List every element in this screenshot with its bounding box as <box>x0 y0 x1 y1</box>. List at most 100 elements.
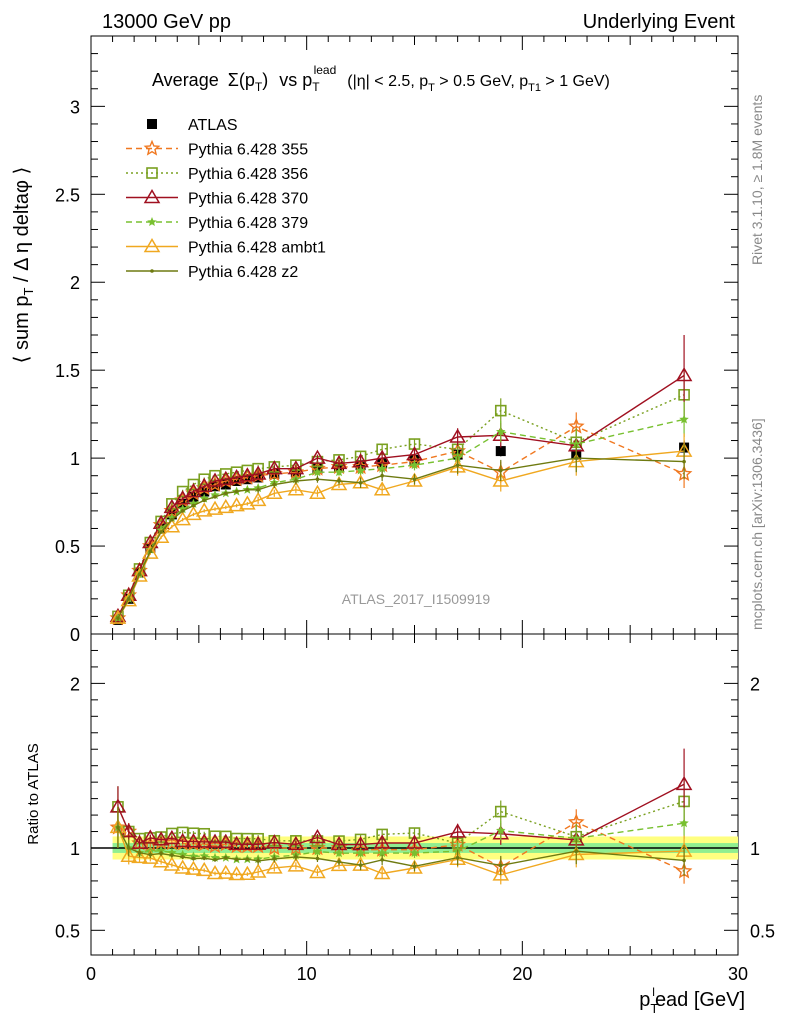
ratio-point-p379 <box>571 833 581 843</box>
point-z2 <box>202 498 207 503</box>
ratio-point-z2 <box>256 859 260 863</box>
ratio-point-p370 <box>195 833 213 848</box>
point-p370 <box>309 449 326 464</box>
legend-label-p379: Pythia 6.428 379 <box>188 215 308 232</box>
ratio-point-p370 <box>249 835 267 851</box>
legend-entry-atlas: ATLAS <box>147 117 238 134</box>
point-atlas <box>495 446 506 457</box>
ratio-point-p370 <box>239 835 256 851</box>
point-z2 <box>498 468 503 473</box>
ratio-point-z2 <box>180 855 185 859</box>
point-z2 <box>682 459 686 464</box>
point-z2 <box>137 572 142 576</box>
point-p370 <box>266 460 283 475</box>
main-y-tick-label: 1.5 <box>55 361 80 381</box>
ratio-point-z2 <box>337 860 341 864</box>
point-p370 <box>163 498 181 514</box>
point-p370 <box>675 366 693 382</box>
ratio-point-ambt1 <box>217 864 235 879</box>
point-p379 <box>177 504 188 514</box>
point-z2 <box>294 479 298 483</box>
ratio-point-z2 <box>223 855 228 860</box>
point-z2 <box>148 549 153 554</box>
legend-marker-atlas <box>147 119 157 129</box>
ratio-point-z2 <box>202 856 207 860</box>
point-ambt1 <box>109 609 127 624</box>
ratio-series-p370 <box>109 748 693 853</box>
legend-marker-z2 <box>150 269 154 273</box>
point-ambt1 <box>120 592 138 607</box>
point-ambt1 <box>266 484 283 500</box>
ratio-point-ambt1 <box>195 861 213 877</box>
point-z2 <box>412 477 417 482</box>
ratio-point-z2 <box>315 856 320 861</box>
point-z2 <box>234 489 239 494</box>
ratio-point-p370 <box>266 834 283 849</box>
point-z2 <box>455 463 460 467</box>
ratio-point-p379 <box>409 848 420 857</box>
ratio-point-z2 <box>126 846 131 850</box>
header-right: Underlying Event <box>583 11 736 33</box>
point-ambt1 <box>142 544 159 559</box>
ratio-y-tick-label: 1 <box>70 839 80 859</box>
point-p370 <box>249 465 267 480</box>
main-y-tick-label: 2.5 <box>55 185 80 205</box>
ratio-panel-frame <box>90 633 739 956</box>
legend-label-p356: Pythia 6.428 356 <box>188 166 308 183</box>
ratio-point-p370 <box>120 823 138 838</box>
ratio-point-ambt1 <box>249 863 267 878</box>
ratio-point-ambt1 <box>163 856 181 871</box>
ratio-point-p370 <box>185 833 202 848</box>
mcplots-label: mcplots.cern.ch [arXiv:1306.3436] <box>749 418 765 630</box>
main-y-tick-label: 0 <box>70 625 80 645</box>
legend-marker-ambt1 <box>143 238 161 253</box>
x-tick-label: 20 <box>512 964 532 984</box>
point-p370 <box>406 446 423 461</box>
ratio-point-z2 <box>116 825 120 830</box>
ratio-point-ambt1 <box>330 856 348 872</box>
ratio-point-z2 <box>412 864 417 869</box>
ratio-series-z2 <box>116 806 686 876</box>
point-ambt1 <box>309 484 326 500</box>
point-z2 <box>574 456 579 460</box>
ratio-point-p370 <box>206 833 224 848</box>
legend-entry-p379: Pythia 6.428 379 <box>126 215 308 232</box>
ratio-point-ambt1 <box>492 866 510 881</box>
ratio-point-z2 <box>498 863 503 868</box>
plot-title: Average Σ(pT) vs pTlead (|η| < 2.5, pT >… <box>152 58 610 94</box>
point-p379 <box>334 467 344 477</box>
point-z2 <box>315 477 320 482</box>
ratio-point-ambt1 <box>131 848 148 864</box>
ratio-point-p370 <box>163 829 181 845</box>
point-p370 <box>449 428 466 443</box>
ratio-point-p379 <box>496 825 506 835</box>
point-z2 <box>380 473 384 478</box>
x-tick-label: 0 <box>86 964 96 984</box>
point-p370 <box>174 490 191 505</box>
ratio-point-p379 <box>355 848 366 858</box>
point-p379 <box>679 414 689 424</box>
point-p379 <box>312 467 323 477</box>
ratio-point-ambt1 <box>228 866 245 881</box>
ratio-point-ambt1 <box>120 847 138 862</box>
ratio-point-p370 <box>373 834 391 849</box>
ratio-point-ambt1 <box>309 864 326 879</box>
legend-entry-z2: Pythia 6.428 z2 <box>126 264 298 281</box>
point-ambt1 <box>228 497 245 512</box>
point-ambt1 <box>492 472 510 487</box>
ratio-point-z2 <box>380 858 384 862</box>
point-ambt1 <box>406 472 423 487</box>
legend-label-atlas: ATLAS <box>188 117 238 134</box>
point-ambt1 <box>206 500 224 515</box>
ratio-point-z2 <box>574 849 579 854</box>
tick-labels: 0 10 20 30 0 0.5 1 1.5 2 2.5 3 0.5 0.5 1 1 2 2 <box>55 97 775 984</box>
point-z2 <box>126 597 131 601</box>
ratio-point-z2 <box>137 850 142 855</box>
legend-label-p355: Pythia 6.428 355 <box>188 142 308 159</box>
point-p370 <box>287 460 305 475</box>
legend-entry-ambt1: Pythia 6.428 ambt1 <box>126 238 326 257</box>
point-ambt1 <box>195 502 213 517</box>
legend-entry-p355: Pythia 6.428 355 <box>126 139 308 159</box>
point-p379 <box>496 426 506 436</box>
series-z2 <box>116 444 686 620</box>
